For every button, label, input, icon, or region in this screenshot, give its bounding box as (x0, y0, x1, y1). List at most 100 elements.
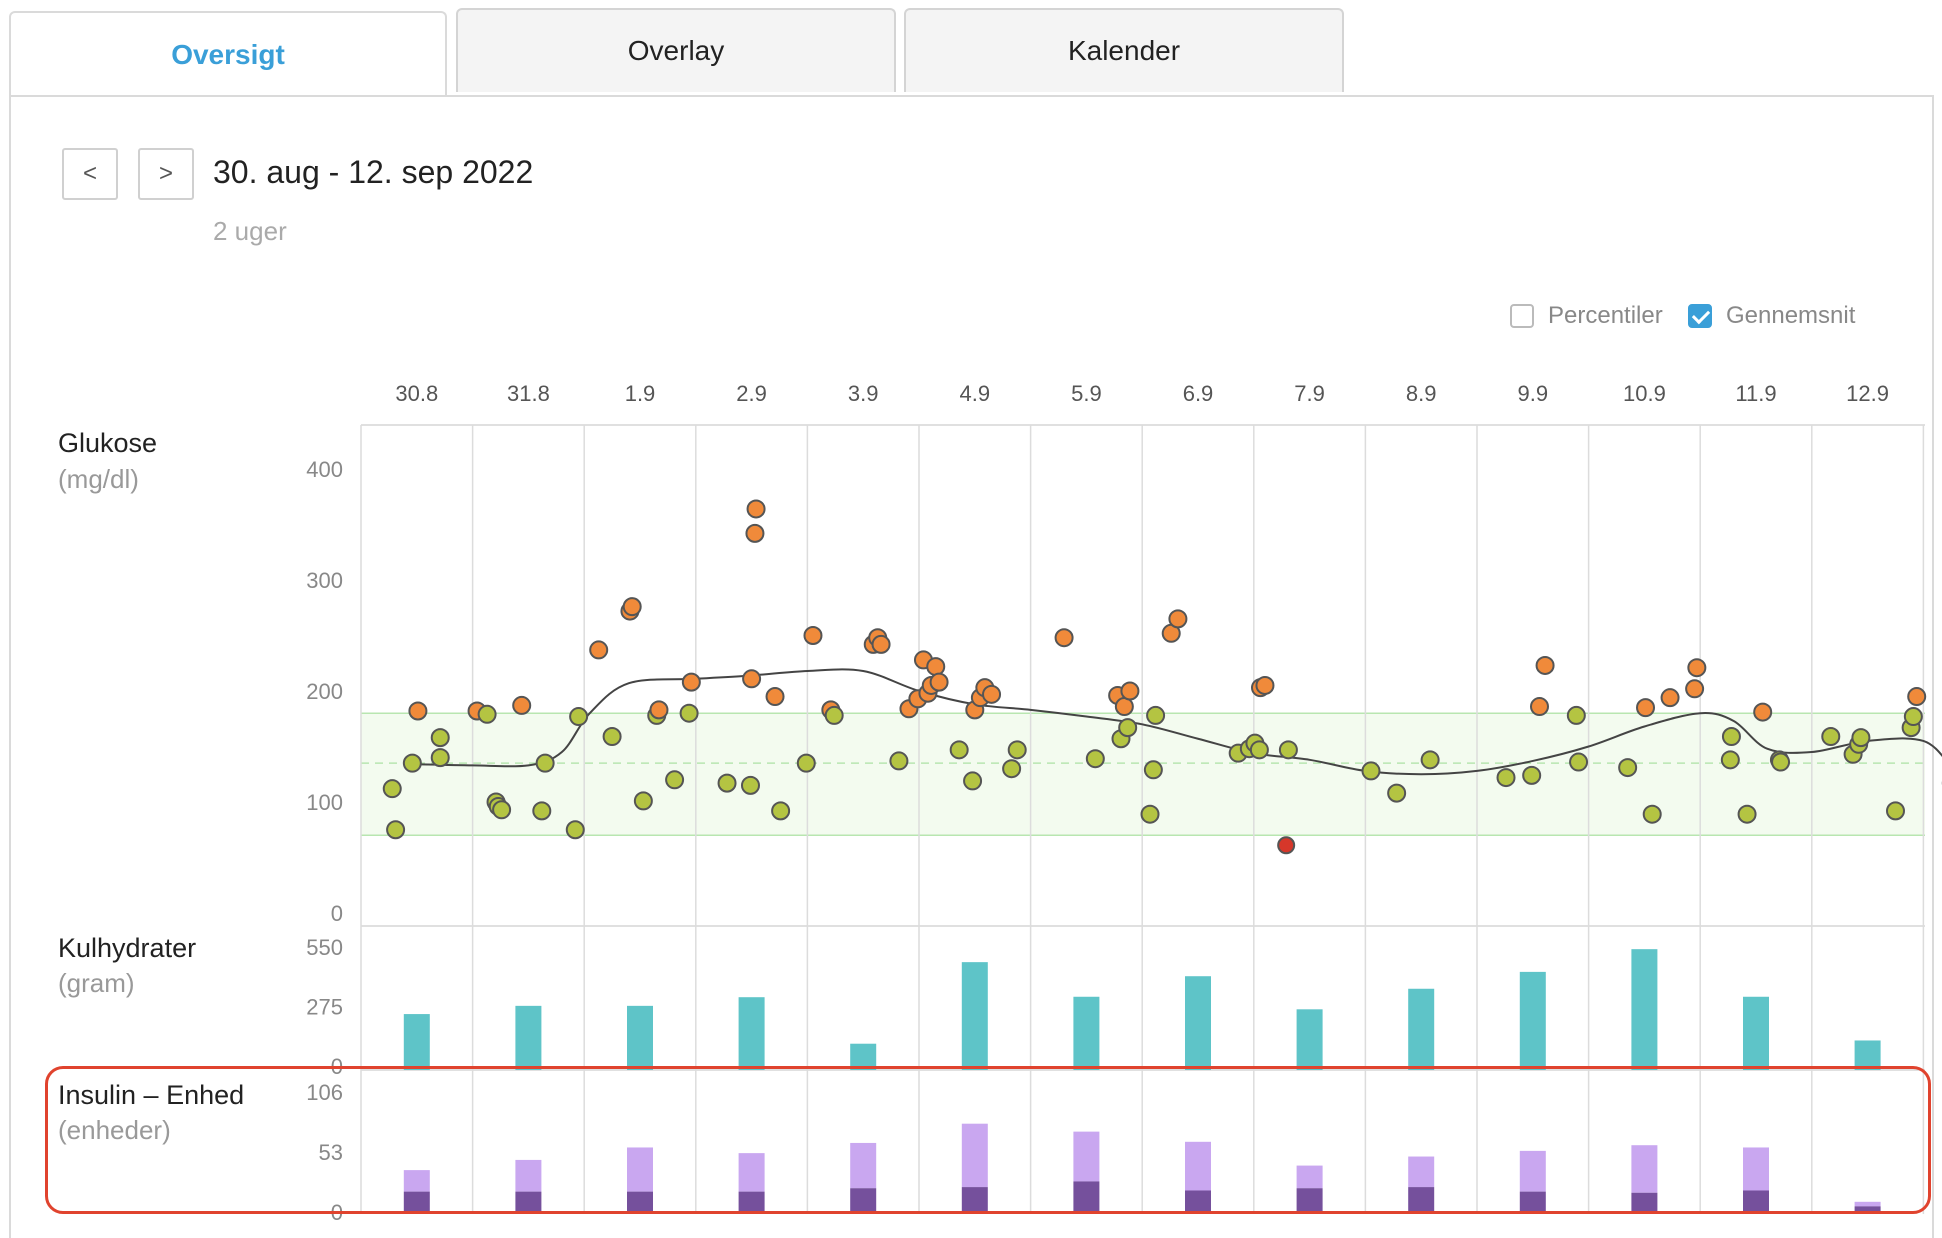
insulin-basal-bar-12.9 (1854, 1206, 1881, 1214)
glucose-point (824, 705, 844, 725)
date-label-6.9: 6.9 (1183, 381, 1214, 406)
glucose-point (1085, 749, 1105, 769)
glucose-point (512, 695, 532, 715)
insulin-bolus-bar-3.9 (850, 1142, 877, 1189)
glucose-point (1255, 675, 1275, 695)
date-label-10.9: 10.9 (1623, 381, 1666, 406)
insulin-bolus-bar-2.9 (738, 1153, 765, 1192)
glucose-point (1143, 760, 1163, 780)
insulin-basal-bar-3.9 (850, 1188, 877, 1214)
insulin-bolus-bar-5.9 (1073, 1131, 1100, 1182)
date-label-4.9: 4.9 (960, 381, 991, 406)
glucose-point (602, 727, 622, 747)
date-label-11.9: 11.9 (1735, 381, 1776, 406)
glucose-point (1007, 740, 1027, 760)
glucose-point (492, 800, 512, 820)
glucose-point (1566, 705, 1586, 725)
glucose-tick-0: 0 (331, 901, 343, 926)
glucose-point (1737, 804, 1757, 824)
glucose-point (569, 707, 589, 727)
average-option[interactable]: Gennemsnit (1688, 298, 1855, 334)
glucose-point (1771, 752, 1791, 772)
date-label-31.8: 31.8 (507, 381, 550, 406)
insulin-basal-bar-8.9 (1408, 1187, 1435, 1214)
percentiles-checkbox[interactable] (1510, 304, 1534, 328)
glucose-point (408, 701, 428, 721)
insulin-basal-bar-2.9 (738, 1191, 765, 1214)
average-label: Gennemsnit (1726, 302, 1856, 329)
next-period-button[interactable]: > (138, 148, 194, 200)
glucose-point (535, 753, 555, 773)
glucose-point (1146, 705, 1166, 725)
glucose-point (1642, 804, 1662, 824)
carbs-bar-6.9 (1185, 976, 1211, 1070)
glucose-point (649, 700, 669, 720)
glucose-point (1851, 728, 1871, 748)
prev-period-button[interactable]: < (62, 148, 118, 200)
glucose-point (889, 751, 909, 771)
carbs-bar-11.9 (1743, 996, 1769, 1070)
glucose-point (1420, 750, 1440, 770)
insulin-bolus-bar-31.8 (515, 1159, 542, 1192)
carbs-bar-9.9 (1519, 971, 1546, 1070)
date-label-12.9: 12.9 (1846, 381, 1889, 406)
glucose-point (1277, 836, 1296, 855)
insulin-basal-bar-4.9 (961, 1187, 988, 1214)
glucose-point (1721, 727, 1741, 747)
glucose-point (1903, 707, 1923, 727)
carbs-bar-30.8 (403, 1014, 430, 1070)
glucose-point (681, 672, 701, 692)
glucose-point (1114, 697, 1134, 717)
glucose-point (1522, 765, 1542, 785)
glucose-point (1529, 697, 1549, 717)
glucose-point (1753, 702, 1773, 722)
carbs-bar-3.9 (850, 1043, 877, 1070)
glucose-point (1496, 768, 1516, 788)
carbs-unit: (gram) (58, 968, 135, 998)
glucose-point (1054, 628, 1074, 648)
date-label-1.9: 1.9 (625, 381, 656, 406)
glucose-point (949, 740, 969, 760)
insulin-basal-bar-7.9 (1296, 1188, 1323, 1214)
insulin-tick-0: 0 (331, 1200, 343, 1225)
carbs-title: Kulhydrater (58, 933, 197, 963)
glucose-point (1687, 658, 1707, 678)
carbs-bar-8.9 (1408, 988, 1435, 1070)
carbs-bar-7.9 (1296, 1009, 1323, 1070)
date-range-title: 30. aug - 12. sep 2022 (213, 154, 534, 190)
tab-kalender[interactable]: Kalender (904, 8, 1344, 92)
tab-overlay[interactable]: Overlay (456, 8, 896, 92)
glucose-point (1387, 783, 1407, 803)
glucose-point (633, 791, 653, 811)
glucose-point (1118, 718, 1138, 738)
tab-oversigt[interactable]: Oversigt (9, 11, 447, 97)
glucose-point (746, 499, 766, 519)
glucose-point (1907, 687, 1927, 707)
glucose-point (1660, 688, 1680, 708)
carbs-bar-2.9 (738, 997, 765, 1070)
glucose-point (1168, 609, 1188, 629)
insulin-bolus-bar-7.9 (1296, 1165, 1323, 1189)
average-checkbox[interactable] (1688, 304, 1712, 328)
glucose-point (386, 820, 406, 840)
insulin-basal-bar-6.9 (1185, 1190, 1211, 1214)
glucose-point (477, 704, 497, 724)
percentiles-label: Percentiler (1548, 302, 1663, 329)
glucose-point (929, 672, 949, 692)
insulin-title: Insulin – Enhed (58, 1080, 245, 1110)
glucose-point (1535, 655, 1555, 675)
date-range-subtitle: 2 uger (213, 216, 287, 246)
glucose-point (1361, 761, 1381, 781)
glucose-point (1278, 740, 1298, 760)
glucose-unit: (mg/dl) (58, 464, 139, 494)
glucose-point (382, 779, 402, 799)
overview-panel (9, 95, 1934, 1238)
carbs-bar-4.9 (961, 962, 988, 1070)
glucose-point (1569, 752, 1589, 772)
glucose-point (871, 634, 891, 654)
glucose-point (771, 801, 791, 821)
percentiles-option[interactable]: Percentiler (1510, 298, 1663, 334)
glucose-point (1685, 679, 1705, 699)
glucose-point (982, 684, 1002, 704)
